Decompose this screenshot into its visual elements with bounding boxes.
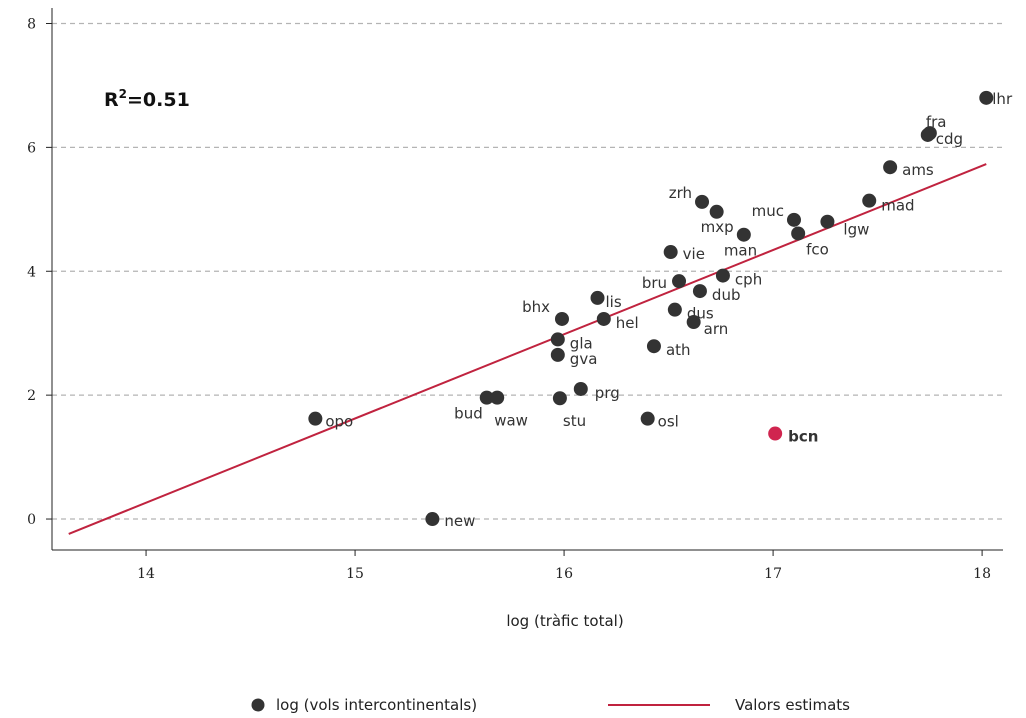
data-point <box>667 302 682 317</box>
data-point <box>550 332 565 347</box>
data-point <box>573 381 588 396</box>
legend-marker-icon <box>251 698 265 712</box>
r-squared-annotation: R2=0.51 <box>104 87 190 111</box>
data-point <box>479 390 494 405</box>
data-point-label: muc <box>752 202 784 220</box>
data-point <box>596 311 611 326</box>
data-point-label: prg <box>595 384 620 402</box>
data-point <box>715 268 730 283</box>
data-point <box>883 160 898 175</box>
y-tick-label: 8 <box>27 16 36 32</box>
data-point <box>979 90 994 105</box>
data-point-label: bhx <box>522 298 550 316</box>
data-point-label: zrh <box>669 184 692 202</box>
data-point <box>550 347 565 362</box>
data-point-label: bru <box>642 274 667 292</box>
data-point <box>695 194 710 209</box>
data-point-label: stu <box>563 412 586 430</box>
data-point <box>820 214 835 229</box>
y-tick-label: 2 <box>27 388 36 404</box>
data-point-label: dus <box>687 305 714 323</box>
data-point-label: cdg <box>936 130 963 148</box>
data-point-label: ams <box>902 161 934 179</box>
axes <box>51 8 1003 551</box>
data-point <box>686 315 701 330</box>
fit-line-group <box>68 163 987 535</box>
data-point <box>791 226 806 241</box>
data-point <box>709 204 724 219</box>
x-axis-label: log (tràfic total) <box>506 612 623 630</box>
data-point <box>590 290 605 305</box>
data-point-label: waw <box>494 412 528 430</box>
x-tick-label: 17 <box>764 566 782 582</box>
legend-label-fit: Valors estimats <box>735 696 850 714</box>
data-point <box>786 212 801 227</box>
data-point-label: mxp <box>701 218 734 236</box>
data-point <box>862 193 877 208</box>
data-point-label: cph <box>735 271 762 289</box>
data-point <box>920 127 935 142</box>
data-point <box>308 411 323 426</box>
y-tick-label: 0 <box>27 512 36 528</box>
x-tick-label: 14 <box>137 566 155 582</box>
data-point-label: dub <box>712 286 741 304</box>
data-point-label: ath <box>666 341 691 359</box>
legend: log (vols intercontinentals) Valors esti… <box>251 696 850 714</box>
x-tick-label: 15 <box>346 566 364 582</box>
axis-ticks: 0 2 4 6 8 14 15 16 17 18 <box>27 16 991 582</box>
data-point <box>736 227 751 242</box>
data-point-label: mad <box>881 197 914 215</box>
data-point-label: lis <box>606 293 622 311</box>
data-point <box>663 245 678 260</box>
data-point <box>672 274 687 289</box>
data-point <box>692 284 707 299</box>
data-point-label: arn <box>704 320 729 338</box>
x-tick-label: 18 <box>973 566 991 582</box>
data-point-label: bud <box>454 405 483 423</box>
data-point-label: lhr <box>992 90 1013 108</box>
data-point <box>554 311 569 326</box>
r2-superscript: 2 <box>119 87 127 101</box>
data-point <box>640 411 655 426</box>
r2-value: =0.51 <box>127 89 190 111</box>
data-point-label: gla <box>570 334 593 352</box>
legend-label-points: log (vols intercontinentals) <box>276 696 477 714</box>
data-point-label: hel <box>616 314 639 332</box>
data-point-label: opo <box>325 413 353 431</box>
data-point-label: lgw <box>843 221 869 239</box>
data-point-label: bcn <box>788 428 818 446</box>
data-points <box>308 90 994 527</box>
data-point-label: vie <box>683 245 705 263</box>
data-point-label: fra <box>926 113 947 131</box>
data-point <box>552 391 567 406</box>
data-point <box>425 512 440 527</box>
data-point <box>490 390 505 405</box>
grid-lines <box>52 22 1003 520</box>
data-point-label: fco <box>806 240 829 258</box>
y-tick-label: 6 <box>27 140 36 156</box>
r2-base: R <box>104 89 119 111</box>
data-point-label: man <box>724 242 757 260</box>
data-point <box>646 339 661 354</box>
data-point-label: osl <box>658 413 679 431</box>
y-tick-label: 4 <box>27 264 36 280</box>
x-tick-label: 16 <box>555 566 573 582</box>
data-point <box>768 426 783 441</box>
fit-line <box>68 163 987 535</box>
data-point-label: gva <box>570 350 598 368</box>
data-point-label: new <box>444 512 475 530</box>
